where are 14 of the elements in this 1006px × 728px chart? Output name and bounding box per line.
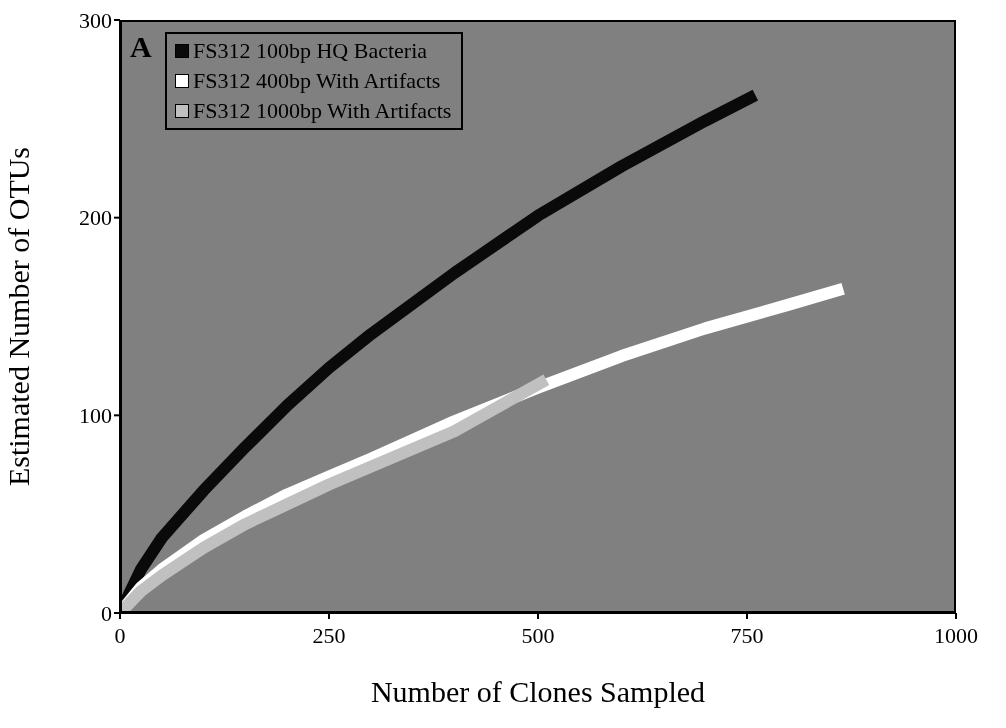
y-tick-label: 0	[101, 600, 112, 626]
y-tick-label: 100	[79, 403, 112, 429]
x-tick-label: 750	[730, 622, 764, 648]
legend-label: FS312 100bp HQ Bacteria	[193, 37, 428, 65]
y-axis-title: Estimated Number of OTUs	[1, 146, 35, 487]
annotation: A	[130, 30, 152, 64]
y-tick-label: 200	[79, 205, 112, 231]
x-tick-label: 250	[312, 622, 346, 648]
legend-label: FS312 400bp With Artifacts	[193, 67, 441, 95]
legend-label: FS312 1000bp With Artifacts	[193, 97, 452, 125]
x-tick-label: 500	[521, 622, 555, 648]
x-tick-label: 1000	[934, 622, 978, 648]
y-tick-label: 300	[79, 7, 112, 33]
x-axis-title: Number of Clones Sampled	[370, 675, 706, 708]
